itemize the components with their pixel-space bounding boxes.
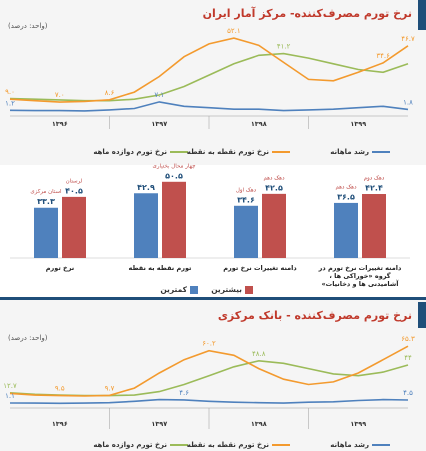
bar-note: چهار محال بختیاری xyxy=(153,163,196,169)
data-label: ۶۵.۳ xyxy=(401,335,415,343)
data-label: ۵۰.۵ xyxy=(165,171,183,180)
data-label: ۴۶.۷ xyxy=(401,35,415,43)
data-label: ۴۰.۵ xyxy=(65,186,83,195)
series-line xyxy=(9,37,409,103)
data-label: ۴۲.۹ xyxy=(137,183,155,192)
bar-note: لرستان xyxy=(66,178,83,184)
data-label: ۱۲.۷ xyxy=(3,382,17,390)
legend-label: نرخ تورم دوازده ماهه xyxy=(93,441,167,449)
data-label: ۴۲.۵ xyxy=(265,183,283,192)
bar xyxy=(262,193,286,258)
series-line xyxy=(9,101,409,112)
x-tick-label: ۱۳۹۷ xyxy=(151,420,167,428)
chart-title: نرخ تورم مصرف‌کننده- مرکز آمار ایران xyxy=(203,6,412,20)
bar xyxy=(362,194,386,258)
category-label: تورم نقطه به نقطه xyxy=(128,264,192,272)
bar-note: دهک اول xyxy=(236,186,257,193)
legend-label: نرخ تورم نقطه به نقطه xyxy=(187,148,270,156)
x-tick-label: ۱۳۹۶ xyxy=(52,420,68,428)
data-label: ۸.۶ xyxy=(105,89,115,97)
category-label: دامنه تغییرات نرخ تورم xyxy=(223,264,297,272)
data-label: ۳۳.۳ xyxy=(37,197,55,206)
data-label: ۶۰.۲ xyxy=(202,340,216,348)
legend-swatch xyxy=(190,286,198,294)
legend-label: رشد ماهانه xyxy=(330,148,369,156)
data-label: ۴۸.۸ xyxy=(252,350,266,358)
bar-note: دهک دهم xyxy=(335,183,357,190)
bar xyxy=(62,196,86,258)
series-line xyxy=(9,398,409,405)
data-label: ۳۴.۶ xyxy=(237,195,255,204)
bar xyxy=(134,193,158,258)
legend-label: کمترین xyxy=(160,285,187,294)
bar xyxy=(334,202,358,258)
data-label: ۵۲.۱ xyxy=(227,27,241,35)
unit-label: (واحد: درصد) xyxy=(8,334,48,342)
x-tick-label: ۱۳۹۹ xyxy=(350,120,366,128)
bar-note: دهک دهم xyxy=(263,174,285,181)
data-label: ۷.۰ xyxy=(55,91,65,99)
category-label: نرخ تورم xyxy=(45,264,75,272)
data-label: ۷.۱ xyxy=(154,91,164,99)
x-tick-label: ۱۳۹۶ xyxy=(52,120,68,128)
data-label: ۴۱.۲ xyxy=(277,43,291,51)
x-tick-label: ۱۳۹۸ xyxy=(251,420,267,428)
series-line xyxy=(9,345,409,397)
bar xyxy=(162,181,186,258)
data-label: ۱.۲ xyxy=(5,99,15,107)
data-label: ۹.۰ xyxy=(5,88,15,96)
data-label: ۳۶.۵ xyxy=(337,192,355,201)
title-strip xyxy=(418,302,426,328)
category-label: دامنه تغییرات نرخ تورم در گروه «خوراکی ه… xyxy=(318,264,402,288)
data-label: ۴.۶ xyxy=(179,389,189,397)
legend-label: رشد ماهانه xyxy=(330,441,369,449)
bar-note: استان مرکزی xyxy=(30,188,62,195)
data-label: ۹.۷ xyxy=(105,384,115,392)
chart-title: نرخ تورم مصرف‌کننده - بانک مرکزی xyxy=(218,309,412,322)
bar xyxy=(234,205,258,258)
data-label: ۹.۵ xyxy=(55,385,65,393)
x-tick-label: ۱۳۹۸ xyxy=(251,120,267,128)
data-label: ۱.۱ xyxy=(5,392,15,400)
legend-swatch xyxy=(245,286,253,294)
data-label: ۱.۸ xyxy=(403,98,413,106)
x-tick-label: ۱۳۹۹ xyxy=(350,420,366,428)
title-strip xyxy=(418,0,426,30)
data-label: ۴۴ xyxy=(404,354,412,362)
bar xyxy=(34,207,58,258)
unit-label: (واحد: درصد) xyxy=(8,22,48,30)
data-label: ۴۲.۴ xyxy=(365,184,383,193)
panel-bg xyxy=(0,0,426,165)
bar-note: دهک دوم xyxy=(364,175,385,182)
data-label: ۳۴.۶ xyxy=(376,52,390,60)
divider xyxy=(0,297,426,300)
x-tick-label: ۱۳۹۷ xyxy=(151,120,167,128)
legend-label: نرخ تورم دوازده ماهه xyxy=(93,148,167,156)
data-label: ۴.۵ xyxy=(403,389,413,397)
legend-label: نرخ تورم نقطه به نقطه xyxy=(187,441,270,449)
legend-label: بیشترین xyxy=(211,285,242,294)
series-line xyxy=(9,52,409,102)
